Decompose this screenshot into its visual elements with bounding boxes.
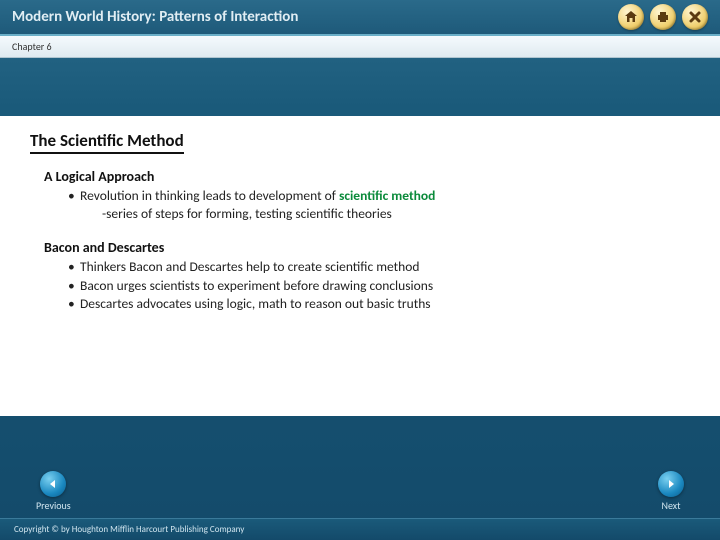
bullet-item: Thinkers Bacon and Descartes help to cre…	[68, 258, 690, 276]
sub-header: A Logical Approach	[44, 168, 690, 185]
previous-label: Previous	[36, 499, 71, 512]
chapter-label: Chapter 6	[12, 40, 52, 53]
book-title: Modern World History: Patterns of Intera…	[12, 8, 298, 26]
section-title: The Scientific Method	[30, 130, 184, 154]
previous-button[interactable]: Previous	[36, 471, 71, 512]
bullet-item: Descartes advocates using logic, math to…	[68, 295, 690, 313]
next-button[interactable]: Next	[658, 471, 684, 512]
bullet-item: Bacon urges scientists to experiment bef…	[68, 277, 690, 295]
nav-area: Previous Next	[0, 471, 720, 512]
header-icons	[618, 4, 708, 30]
spacer	[0, 58, 720, 116]
subsection-0: A Logical Approach Revolution in thinkin…	[44, 168, 690, 223]
key-term: scientific method	[339, 187, 435, 204]
home-icon[interactable]	[618, 4, 644, 30]
bullet-item: Revolution in thinking leads to developm…	[68, 187, 690, 223]
next-arrow-icon	[658, 471, 684, 497]
sub-line: -series of steps for forming, testing sc…	[102, 205, 690, 223]
previous-arrow-icon	[40, 471, 66, 497]
copyright-bar: Copyright © by Houghton Mifflin Harcourt…	[0, 518, 720, 540]
bullet-text: Thinkers Bacon and Descartes help to cre…	[80, 258, 419, 275]
next-label: Next	[662, 499, 681, 512]
bullet-text: Revolution in thinking leads to developm…	[80, 187, 339, 204]
sub-header: Bacon and Descartes	[44, 239, 690, 256]
bullet-list: Revolution in thinking leads to developm…	[68, 187, 690, 223]
print-icon[interactable]	[650, 4, 676, 30]
bullet-text: Bacon urges scientists to experiment bef…	[80, 277, 433, 294]
close-icon[interactable]	[682, 4, 708, 30]
chapter-bar: Chapter 6	[0, 36, 720, 58]
subsection-1: Bacon and Descartes Thinkers Bacon and D…	[44, 239, 690, 313]
bullet-text: Descartes advocates using logic, math to…	[80, 295, 431, 312]
copyright-text: Copyright © by Houghton Mifflin Harcourt…	[14, 524, 244, 535]
bullet-list: Thinkers Bacon and Descartes help to cre…	[68, 258, 690, 313]
header-bar: Modern World History: Patterns of Intera…	[0, 0, 720, 36]
content-panel: The Scientific Method A Logical Approach…	[0, 116, 720, 416]
